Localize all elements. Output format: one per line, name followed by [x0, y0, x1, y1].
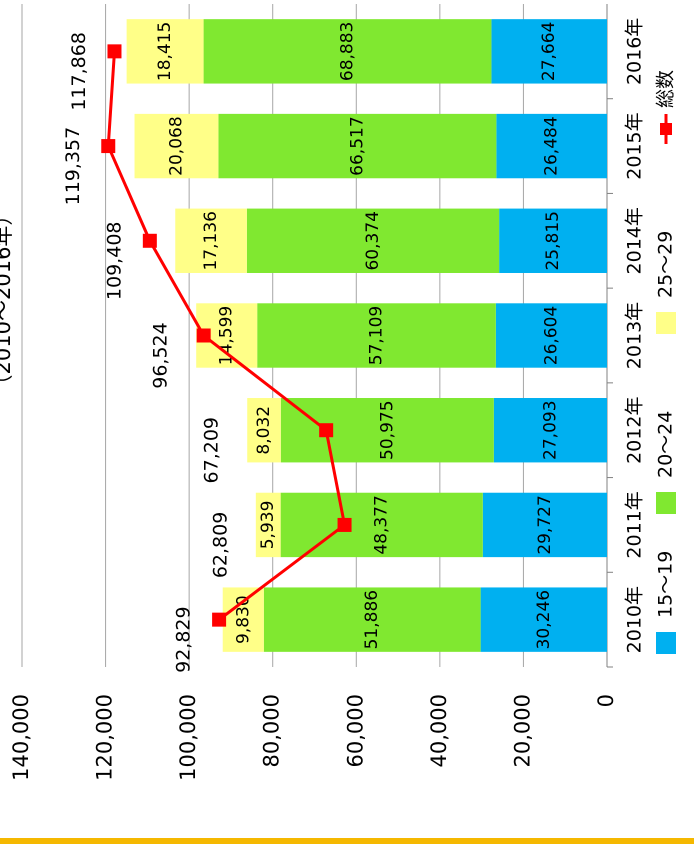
bar-segment: [493, 398, 608, 463]
y-tick-label: 140,000: [9, 694, 33, 781]
data-label: 60,374: [363, 211, 383, 270]
rotated-chart: （2010～2016年） 0 20,000 40,000 60,000 80,000 10…: [0, 4, 677, 781]
bar-segment: [496, 113, 607, 179]
bar-segment: [175, 208, 247, 273]
bar-segment: [222, 587, 264, 652]
y-tick-label: 120,000: [93, 694, 117, 781]
total-label: 96,524: [150, 322, 172, 388]
x-tick-label: 2014年: [624, 207, 646, 274]
data-label: 18,415: [155, 22, 175, 81]
bar-segment: [196, 303, 258, 368]
total-label: 62,809: [209, 512, 231, 578]
data-label: 17,136: [201, 211, 221, 270]
x-tick-label: 2010年: [624, 586, 646, 653]
total-label: 92,829: [173, 606, 195, 672]
data-label: 68,883: [337, 22, 357, 81]
bar-segment: [480, 587, 607, 652]
legend-swatch: [656, 632, 676, 654]
bar-segment: [499, 208, 608, 273]
line-marker: [212, 612, 227, 627]
bar-segment: [495, 303, 607, 368]
bar-segment: [280, 398, 494, 463]
x-tick-label: 2012年: [624, 397, 646, 464]
total-label: 109,408: [103, 221, 125, 300]
bar-segment: [247, 398, 281, 463]
y-tick-label: 20,000: [510, 694, 534, 767]
data-label: 5,939: [258, 501, 278, 550]
data-label: 25,815: [543, 211, 563, 270]
bar-segment: [255, 492, 281, 558]
data-label: 26,484: [542, 116, 562, 175]
legend-label: 20～24: [655, 411, 677, 478]
data-label: 9,830: [233, 595, 253, 644]
bar-segment: [482, 492, 607, 558]
bar-segment: [491, 19, 607, 84]
x-tick-label: 2011年: [624, 491, 646, 558]
data-label: 29,727: [535, 495, 555, 554]
legend-label: 25～29: [655, 231, 677, 298]
legend-label: 総数: [655, 70, 677, 108]
data-label: 8,032: [254, 406, 274, 455]
data-label: 14,599: [217, 306, 237, 365]
line-marker: [101, 139, 116, 154]
data-label: 30,246: [534, 590, 554, 649]
data-label: 50,975: [377, 400, 397, 459]
total-label: 119,357: [62, 127, 84, 206]
line-marker: [196, 328, 211, 343]
y-tick-label: 80,000: [260, 694, 284, 767]
legend-swatch: [656, 312, 676, 334]
y-tick-label: 40,000: [427, 694, 451, 767]
data-label: 27,093: [540, 400, 560, 459]
legend-label: 15～19: [655, 551, 677, 618]
data-label: 20,068: [166, 116, 186, 175]
data-label: 26,604: [541, 306, 561, 365]
line-marker: [319, 423, 334, 438]
data-label: 48,377: [372, 495, 392, 554]
line-marker: [337, 517, 352, 532]
y-tick-label: 60,000: [343, 694, 367, 767]
bar-segment: [263, 587, 481, 652]
line-marker: [142, 233, 157, 248]
data-label: 57,109: [367, 306, 387, 365]
chart-title: （2010～2016年）: [0, 205, 15, 396]
bar-segment: [126, 19, 204, 84]
x-tick-label: 2013年: [624, 302, 646, 369]
y-tick-label: 100,000: [176, 694, 200, 781]
data-label: 66,517: [347, 116, 367, 175]
legend-marker: [660, 123, 672, 135]
legend-swatch: [656, 492, 676, 514]
bar-segment: [218, 113, 497, 179]
bar-segment: [203, 19, 492, 84]
total-label: 117,868: [68, 32, 90, 111]
bar-segment: [134, 113, 219, 179]
line-marker: [107, 44, 122, 59]
x-tick-label: 2015年: [624, 112, 646, 179]
x-tick-label: 2016年: [624, 18, 646, 85]
data-label: 51,886: [362, 590, 382, 649]
bar-segment: [280, 492, 483, 558]
data-label: 27,664: [539, 22, 559, 81]
bar-segment: [257, 303, 496, 368]
total-label: 67,209: [201, 417, 223, 483]
footer-bar: [0, 838, 694, 844]
bar-segment: [246, 208, 500, 273]
y-tick-label: 0: [594, 694, 618, 707]
